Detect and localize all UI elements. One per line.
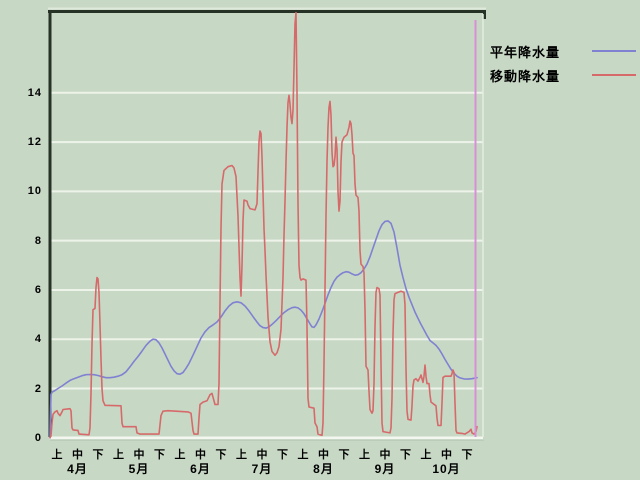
series-line-idou <box>49 11 478 439</box>
x-tick-decade-5-2: 下 <box>400 449 411 461</box>
series-lines <box>49 11 478 439</box>
x-tick-decade-3-2: 下 <box>277 449 288 461</box>
y-tick-label-8: 8 <box>34 234 42 247</box>
x-tick-decade-3-1: 中 <box>256 449 268 461</box>
legend: 平年降水量 移動降水量 <box>490 42 636 90</box>
y-tick-label-12: 12 <box>27 136 42 149</box>
x-tick-decade-5-1: 中 <box>379 449 391 461</box>
x-month-label-6: 10月 <box>432 462 461 476</box>
x-tick-decade-4-0: 上 <box>297 449 309 461</box>
x-month-label-0: 4月 <box>67 462 88 476</box>
x-month-label-1: 5月 <box>128 462 150 476</box>
x-month-label-3: 7月 <box>251 462 273 476</box>
x-tick-decade-5-0: 上 <box>359 449 370 461</box>
legend-item-heinen: 平年降水量 <box>490 42 636 60</box>
x-tick-decade-0-1: 中 <box>72 449 83 461</box>
y-tick-label-14: 14 <box>27 86 42 99</box>
series-line-heinen <box>49 220 478 439</box>
legend-item-idou: 移動降水量 <box>490 66 636 84</box>
x-tick-decade-6-1: 中 <box>441 449 452 461</box>
x-tick-decade-4-1: 中 <box>318 449 329 461</box>
y-tick-label-4: 4 <box>34 333 42 346</box>
x-month-label-5: 9月 <box>374 462 396 476</box>
x-tick-decade-1-0: 上 <box>113 449 124 461</box>
x-tick-decade-3-0: 上 <box>236 449 247 461</box>
plot-border <box>48 7 486 441</box>
x-month-label-4: 8月 <box>313 462 334 476</box>
x-tick-decade-1-1: 中 <box>133 449 145 461</box>
x-month-label-2: 6月 <box>190 462 211 476</box>
y-tick-label-2: 2 <box>34 382 42 395</box>
legend-label-idou: 移動降水量 <box>490 68 561 84</box>
x-tick-decade-0-2: 下 <box>92 449 104 461</box>
x-tick-decade-2-2: 下 <box>215 449 227 461</box>
x-tick-decade-0-0: 上 <box>51 449 63 461</box>
x-tick-decade-2-1: 中 <box>195 449 206 461</box>
y-tick-label-10: 10 <box>27 185 42 198</box>
legend-line-swatch-heinen <box>592 50 636 52</box>
x-tick-decade-6-0: 上 <box>420 449 432 461</box>
x-tick-decade-2-0: 上 <box>174 449 186 461</box>
y-tick-label-6: 6 <box>34 283 42 296</box>
x-tick-decade-4-2: 下 <box>338 449 350 461</box>
legend-line-swatch-idou <box>592 74 636 76</box>
y-tick-label-0: 0 <box>34 431 42 444</box>
x-tick-decade-1-2: 下 <box>154 449 165 461</box>
gridlines <box>49 91 483 440</box>
legend-label-heinen: 平年降水量 <box>490 44 561 60</box>
x-tick-decade-6-2: 下 <box>461 449 473 461</box>
